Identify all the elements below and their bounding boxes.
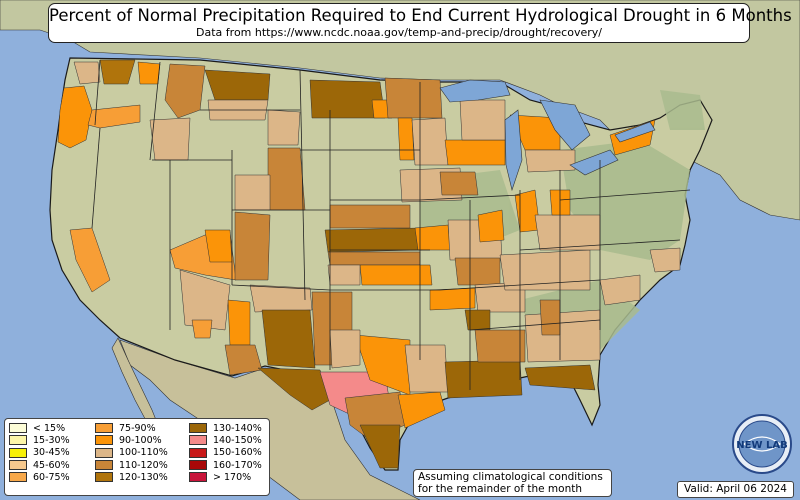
great-lakes: [439, 79, 656, 192]
legend-label: 130-140%: [213, 422, 262, 434]
legend-label: 75-90%: [119, 422, 156, 434]
legend-item: 100-110%: [95, 447, 168, 459]
note-line-2: for the remainder of the month: [418, 483, 583, 495]
map-title: Percent of Normal Precipitation Required…: [49, 6, 792, 25]
state-borders: [91, 59, 691, 390]
legend-item: 45-60%: [9, 459, 70, 471]
note-line-1: Assuming climatological conditions: [418, 471, 603, 483]
legend-item: 160-170%: [189, 459, 262, 471]
legend-label: 110-120%: [119, 459, 168, 471]
legend-label: 60-75%: [33, 471, 70, 483]
legend-label: 150-160%: [213, 447, 262, 459]
legend-label: 140-150%: [213, 434, 262, 446]
legend-label: 15-30%: [33, 434, 70, 446]
canada-land: [0, 0, 800, 221]
legend-swatch: [189, 423, 207, 434]
legend-swatch: [95, 460, 113, 471]
legend-swatch: [9, 460, 27, 471]
legend-label: > 170%: [213, 471, 252, 483]
legend-swatch: [189, 447, 207, 458]
logo-text: NEW LAB: [736, 440, 787, 451]
legend-label: 100-110%: [119, 447, 168, 459]
legend-item: 75-90%: [95, 422, 168, 434]
legend-swatch: [189, 472, 207, 483]
legend-item: 120-130%: [95, 471, 168, 483]
legend-swatch: [9, 423, 27, 434]
legend-column-3: 130-140% 140-150% 150-160% 160-170% > 17…: [189, 422, 262, 483]
legend-swatch: [189, 460, 207, 471]
legend-swatch: [95, 423, 113, 434]
legend-item: 60-75%: [9, 471, 70, 483]
legend-item: 110-120%: [95, 459, 168, 471]
legend-swatch: [95, 472, 113, 483]
legend-label: < 15%: [33, 422, 66, 434]
legend-swatch: [189, 435, 207, 446]
legend-item: 130-140%: [189, 422, 262, 434]
legend: < 15% 15-30% 30-45% 45-60% 60-75% 75-90%…: [4, 418, 270, 496]
legend-swatch: [95, 447, 113, 458]
legend-item: < 15%: [9, 422, 70, 434]
legend-column-2: 75-90% 90-100% 100-110% 110-120% 120-130…: [95, 422, 168, 483]
legend-column-1: < 15% 15-30% 30-45% 45-60% 60-75%: [9, 422, 70, 483]
map-title-box: Percent of Normal Precipitation Required…: [48, 3, 792, 43]
legend-item: 30-45%: [9, 447, 70, 459]
legend-item: 90-100%: [95, 434, 168, 446]
drought-regions: [57, 59, 681, 469]
legend-label: 45-60%: [33, 459, 70, 471]
legend-item: 150-160%: [189, 447, 262, 459]
legend-label: 120-130%: [119, 471, 168, 483]
legend-swatch: [9, 435, 27, 446]
new-lab-logo: NEW LAB: [732, 414, 792, 474]
legend-item: > 170%: [189, 471, 262, 483]
valid-date: Valid: April 06 2024: [677, 481, 794, 498]
assumption-note: Assuming climatological conditions for t…: [413, 469, 612, 497]
legend-swatch: [9, 472, 27, 483]
legend-label: 160-170%: [213, 459, 262, 471]
legend-swatch: [9, 447, 27, 458]
legend-item: 15-30%: [9, 434, 70, 446]
legend-item: 140-150%: [189, 434, 262, 446]
legend-label: 30-45%: [33, 447, 70, 459]
map-subtitle: Data from https://www.ncdc.noaa.gov/temp…: [196, 26, 602, 39]
legend-swatch: [95, 435, 113, 446]
legend-label: 90-100%: [119, 434, 162, 446]
